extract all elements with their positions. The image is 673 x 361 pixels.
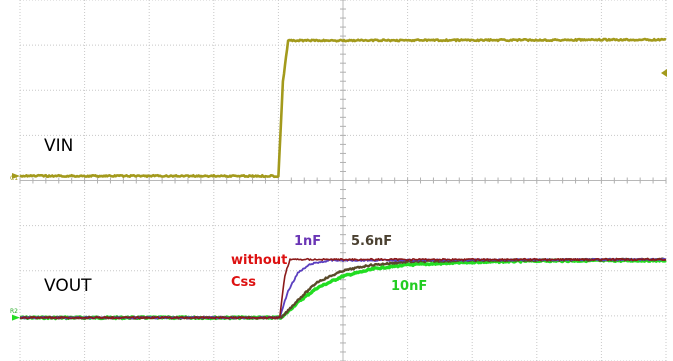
trigger-level-marker-icon bbox=[661, 69, 667, 77]
without-label-line2: Css bbox=[231, 275, 256, 290]
channel1-marker-label: C1 bbox=[10, 175, 18, 182]
trace-without-css bbox=[19, 257, 667, 320]
grid bbox=[19, 0, 667, 361]
channel2-marker-icon bbox=[12, 314, 20, 321]
without-label-line1: without bbox=[231, 253, 287, 268]
vout-label: VOUT bbox=[44, 276, 92, 296]
channel1-marker-icon bbox=[12, 172, 20, 179]
series-label-10nf: 10nF bbox=[391, 279, 427, 294]
traces bbox=[12, 37, 667, 321]
series-label-5-6nf: 5.6nF bbox=[351, 234, 392, 249]
vin-label: VIN bbox=[44, 136, 73, 156]
channel2-marker-label: R2 bbox=[10, 308, 18, 315]
series-label-1nf: 1nF bbox=[294, 234, 321, 249]
trace-vin bbox=[19, 37, 667, 179]
